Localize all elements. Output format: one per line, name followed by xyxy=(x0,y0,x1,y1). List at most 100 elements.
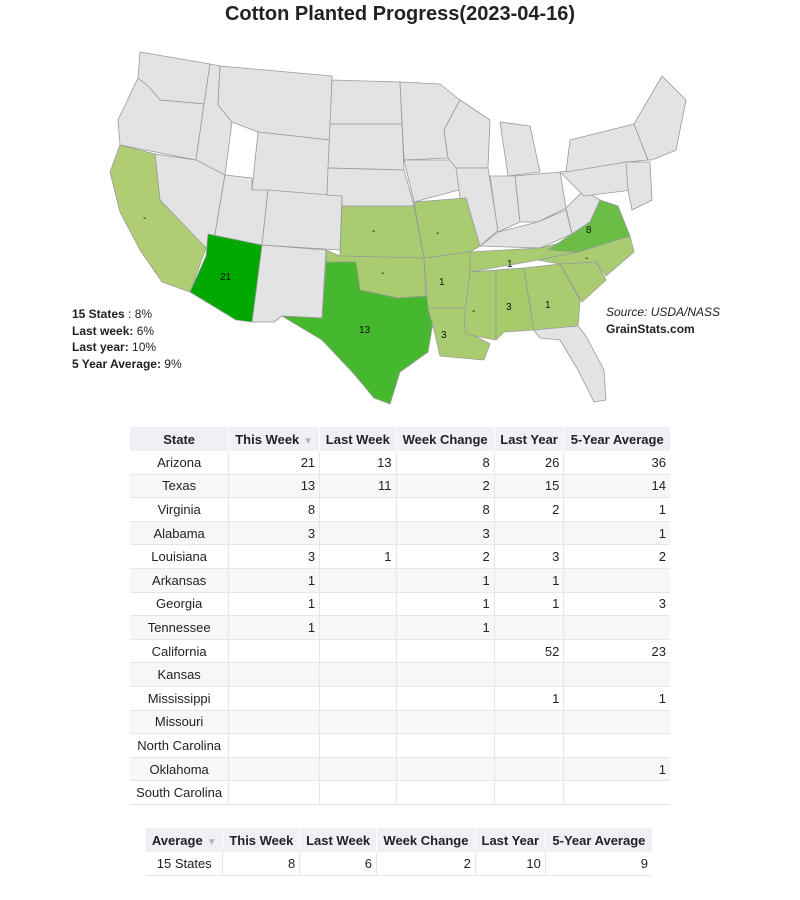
state-value-cell xyxy=(228,780,321,805)
state-value-cell xyxy=(396,780,495,805)
state-value-cell: 1 xyxy=(494,686,565,711)
table-row: Arkansas 1 1 1 xyxy=(130,568,670,593)
table-row: Tennessee 1 1 xyxy=(130,615,670,640)
state-name-cell: Georgia xyxy=(130,592,230,617)
map-label-arkansas: 1 xyxy=(439,277,445,288)
state-new-mexico[interactable] xyxy=(251,244,327,323)
state-missouri[interactable] xyxy=(413,197,481,259)
map-label-arizona: 21 xyxy=(220,272,232,283)
state-value-cell: 1 xyxy=(494,592,565,617)
table-row: California 52 23 xyxy=(130,639,670,664)
state-value-cell xyxy=(319,592,397,617)
state-value-cell xyxy=(396,639,495,664)
state-value-cell xyxy=(228,710,321,735)
state-value-cell xyxy=(319,615,397,640)
state-value-cell: 1 xyxy=(563,686,670,711)
state-value-cell: 13 xyxy=(319,451,397,475)
state-value-cell xyxy=(228,686,321,711)
state-value-cell: 11 xyxy=(319,474,397,499)
table-row: Texas 13 11 2 15 14 xyxy=(130,474,670,499)
stat-last-week: Last week: 6% xyxy=(72,323,155,338)
col-header-state[interactable]: State xyxy=(130,427,230,451)
stat-last-year: Last year: 10% xyxy=(72,340,157,355)
state-texas[interactable] xyxy=(281,261,435,405)
state-mississippi[interactable] xyxy=(463,269,497,341)
table-row: 15 States 8 6 2 10 9 xyxy=(146,852,652,876)
state-name-cell: Louisiana xyxy=(130,544,230,569)
state-value-cell xyxy=(494,780,565,805)
state-mid-atlantic[interactable] xyxy=(625,161,653,211)
col-header-this-week[interactable]: This Week ▼ xyxy=(228,427,321,451)
col-header-last-week[interactable]: Last Week xyxy=(319,427,397,451)
state-value-cell xyxy=(563,662,670,687)
table-body: Arizona 21 13 8 26 36 Texas 13 11 2 15 14 Virginia 8 8… xyxy=(130,451,670,805)
state-arizona[interactable] xyxy=(189,233,263,323)
state-value-cell: 1 xyxy=(396,592,495,617)
avg-col-header-last-week[interactable]: Last Week xyxy=(299,828,378,852)
state-value-cell xyxy=(563,733,670,758)
state-value-cell: 1 xyxy=(396,568,495,593)
state-north-dakota[interactable] xyxy=(329,79,403,125)
state-value-cell xyxy=(396,710,495,735)
state-kansas[interactable] xyxy=(339,205,425,259)
avg-value-cell: 10 xyxy=(475,852,546,876)
avg-col-header-this-week[interactable]: This Week xyxy=(222,828,301,852)
state-georgia[interactable] xyxy=(523,263,581,331)
sort-down-icon[interactable]: ▼ xyxy=(206,836,217,848)
state-south-dakota[interactable] xyxy=(327,123,405,171)
state-new-york[interactable] xyxy=(565,123,649,173)
state-value-cell xyxy=(319,662,397,687)
map-label-louisiana: 3 xyxy=(441,330,447,341)
state-arkansas[interactable] xyxy=(423,251,471,309)
state-value-cell: 21 xyxy=(228,451,321,475)
map-label-oklahoma: - xyxy=(381,268,384,279)
state-value-cell: 2 xyxy=(563,544,670,569)
state-value-cell: 8 xyxy=(396,451,495,475)
page-title: Cotton Planted Progress(2023-04-16) xyxy=(224,3,576,25)
state-florida[interactable] xyxy=(531,325,607,403)
state-virginia[interactable] xyxy=(547,199,631,253)
state-value-cell: 2 xyxy=(396,544,495,569)
table-row: South Carolina xyxy=(130,780,670,805)
state-value-cell: 36 xyxy=(563,451,670,475)
state-name-cell: Mississippi xyxy=(130,686,230,711)
col-header-five-year-average[interactable]: 5-Year Average xyxy=(563,427,670,451)
sort-down-icon[interactable]: ▼ xyxy=(303,435,314,447)
map-label-georgia: 1 xyxy=(545,300,551,311)
state-colorado[interactable] xyxy=(261,189,343,251)
map-label-kansas: - xyxy=(372,226,375,237)
stat-five-year: 5 Year Average: 9% xyxy=(72,356,182,371)
state-new-england[interactable] xyxy=(633,75,687,161)
state-wyoming[interactable] xyxy=(251,131,331,196)
state-michigan[interactable] xyxy=(499,121,541,177)
state-ohio[interactable] xyxy=(514,171,567,223)
col-header-week-change[interactable]: Week Change xyxy=(396,427,495,451)
state-value-cell xyxy=(563,710,670,735)
avg-col-header-average[interactable]: Average ▼ xyxy=(146,828,224,852)
map-label-texas: 13 xyxy=(359,325,371,336)
state-alabama[interactable] xyxy=(495,267,535,341)
state-value-cell xyxy=(396,757,495,782)
table-row: Oklahoma 1 xyxy=(130,757,670,782)
state-value-cell xyxy=(563,780,670,805)
table-row: Georgia 1 1 1 3 xyxy=(130,592,670,617)
avg-col-header-week-change[interactable]: Week Change xyxy=(376,828,476,852)
state-progress-table: State This Week ▼ Last Week Week Change L… xyxy=(130,427,670,805)
state-value-cell xyxy=(319,521,397,546)
avg-value-cell: 9 xyxy=(545,852,652,876)
state-value-cell xyxy=(319,733,397,758)
state-value-cell xyxy=(228,733,321,758)
state-value-cell xyxy=(563,568,670,593)
state-value-cell: 52 xyxy=(494,639,565,664)
state-value-cell: 1 xyxy=(228,568,321,593)
col-header-last-year[interactable]: Last Year xyxy=(494,427,565,451)
table-header-row: State This Week ▼ Last Week Week Change L… xyxy=(130,427,670,451)
state-value-cell xyxy=(563,615,670,640)
avg-col-header-five-year-average[interactable]: 5-Year Average xyxy=(545,828,652,852)
state-montana[interactable] xyxy=(217,65,333,141)
state-value-cell xyxy=(396,733,495,758)
state-value-cell: 1 xyxy=(563,497,670,522)
state-value-cell xyxy=(319,757,397,782)
avg-col-header-last-year[interactable]: Last Year xyxy=(475,828,546,852)
state-california[interactable] xyxy=(109,144,207,293)
